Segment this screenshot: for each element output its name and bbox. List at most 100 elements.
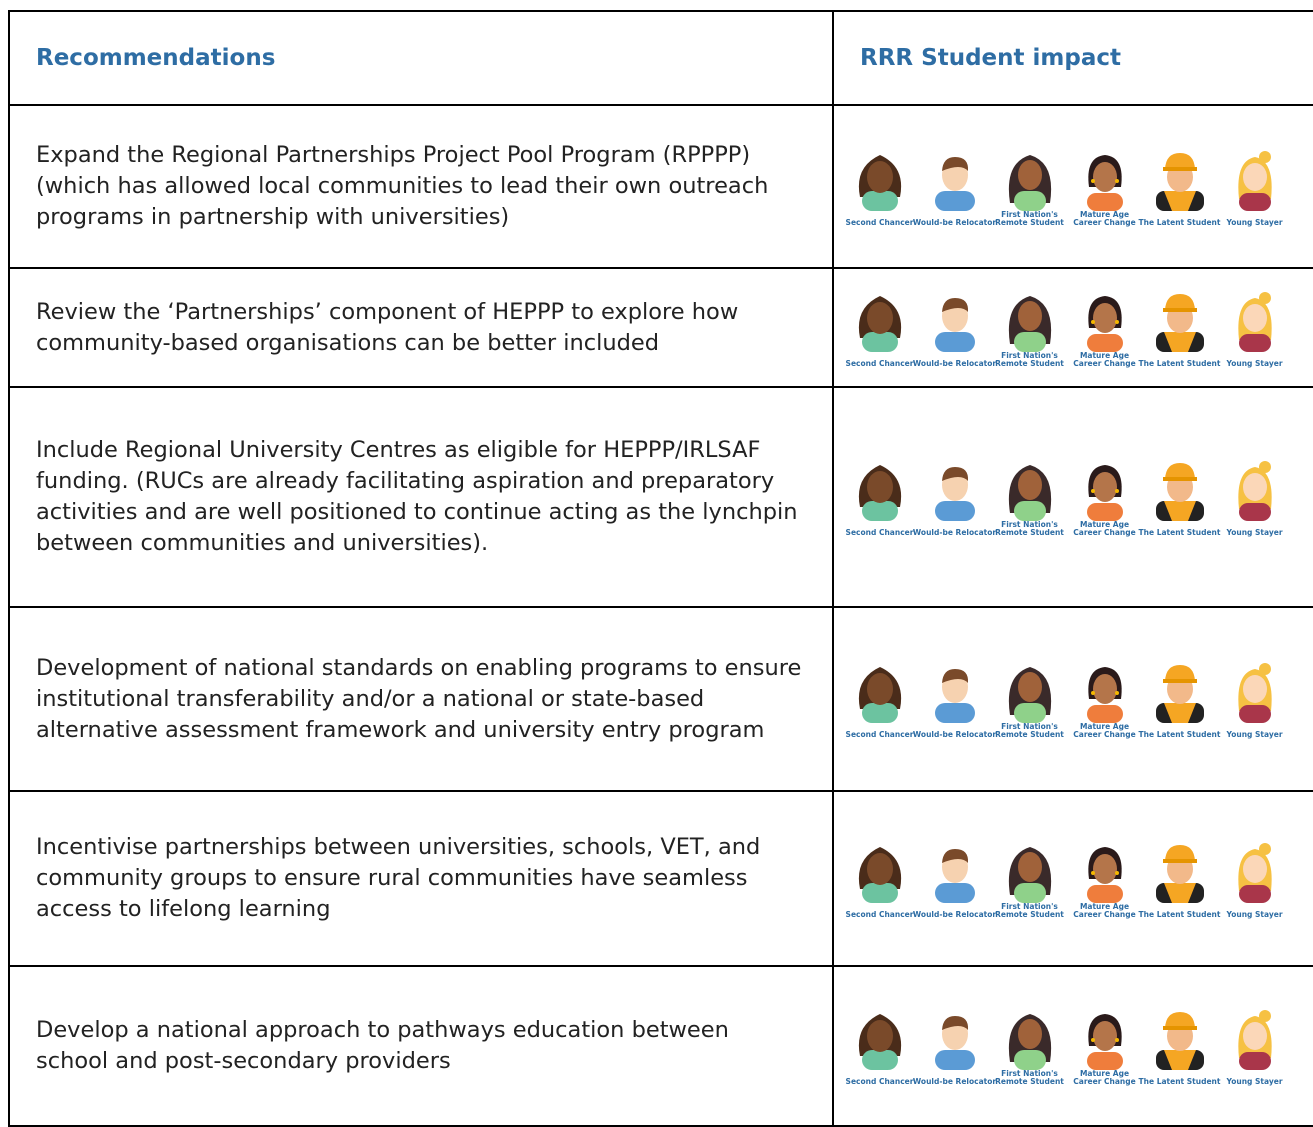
persona-figure — [1238, 292, 1271, 352]
persona: Young Stayer — [1217, 659, 1292, 739]
persona: Mature Age Career Change — [1067, 839, 1142, 919]
persona-label-line: Career Change — [1073, 730, 1136, 739]
persona-label: Mature Age Career Change — [1073, 902, 1135, 919]
persona-label-line: Would-be Relocator — [912, 217, 997, 227]
persona: Young Stayer — [1217, 1006, 1292, 1086]
persona: First Nation's Remote Student — [992, 839, 1067, 919]
persona-label: First Nation's Remote Student — [995, 901, 1064, 919]
persona-label: Mature Age Career Change — [1073, 723, 1135, 739]
impact-cell: Second Chancer Would-be Relocator First Na… — [832, 965, 1313, 1127]
persona-figure — [935, 467, 975, 521]
persona-label-line: Would-be Relocator — [912, 909, 997, 919]
persona-label: The Latent Student — [1139, 903, 1221, 919]
persona-figure — [1008, 847, 1050, 903]
persona: Mature Age Career Change — [1067, 288, 1142, 368]
persona-label: Would-be Relocator — [913, 1070, 996, 1086]
persona: Young Stayer — [1217, 457, 1292, 537]
persona-label: First Nation's Remote Student — [995, 1070, 1064, 1086]
recommendation: Include Regional University Centres as e… — [8, 386, 834, 608]
persona-icon — [848, 457, 912, 521]
persona: The Latent Student — [1139, 457, 1220, 537]
persona-icon — [1148, 1006, 1212, 1070]
impact-cell: Second Chancer Would-be Relocator First Na… — [832, 267, 1313, 388]
persona-icon — [923, 147, 987, 211]
row: Incentivise partnerships between univers… — [8, 790, 1313, 967]
persona-figure — [1008, 1014, 1050, 1070]
impact-cell: Second Chancer Would-be Relocator First Na… — [832, 386, 1313, 608]
persona-list: Second Chancer Would-be Relocator First Na… — [834, 839, 1313, 919]
persona-figure — [1238, 663, 1271, 723]
persona-icon — [998, 147, 1062, 211]
persona: Mature Age Career Change — [1067, 659, 1142, 739]
persona-figure — [858, 847, 900, 903]
persona-figure — [1156, 463, 1204, 521]
persona-label-line: Second Chancer — [845, 730, 914, 739]
persona-list: Second Chancer Would-be Relocator First Na… — [834, 147, 1313, 227]
persona-label-line: Second Chancer — [845, 909, 914, 919]
persona-figure — [1238, 1010, 1271, 1070]
header-cell: Recommendations — [8, 10, 834, 106]
persona-label-line: The Latent Student — [1138, 1077, 1221, 1086]
persona: The Latent Student — [1139, 147, 1220, 227]
header-row: Recommendations RRR Student impact — [8, 10, 1313, 106]
row: Development of national standards on ena… — [8, 606, 1313, 792]
persona-label-line: Mature Age — [1079, 722, 1130, 731]
persona-icon — [1148, 147, 1212, 211]
persona: The Latent Student — [1139, 288, 1220, 368]
persona-figure — [1238, 843, 1271, 903]
persona-figure — [1156, 1012, 1204, 1070]
persona-icon — [1073, 147, 1137, 211]
persona-figure — [1008, 465, 1050, 521]
persona-label-line: The Latent Student — [1138, 358, 1221, 368]
persona-label: Second Chancer — [846, 211, 914, 227]
persona-label: Mature Age Career Change — [1073, 1070, 1135, 1086]
persona-icon — [998, 1006, 1062, 1070]
persona-icon — [1223, 659, 1287, 723]
persona-figure — [1156, 294, 1204, 352]
persona: Would-be Relocator — [913, 288, 996, 368]
persona-label-line: Remote Student — [995, 217, 1064, 227]
persona-figure — [1008, 155, 1050, 211]
persona-label-line: First Nation's — [1001, 520, 1058, 529]
persona: Would-be Relocator — [913, 839, 996, 919]
persona: Young Stayer — [1217, 839, 1292, 919]
persona-label-line: Mature Age — [1079, 1069, 1130, 1078]
persona-figure — [858, 667, 900, 723]
persona-figure — [1008, 667, 1050, 723]
persona-icon — [848, 288, 912, 352]
persona: Young Stayer — [1217, 147, 1292, 227]
recommendation: Expand the Regional Partnerships Project… — [8, 104, 834, 269]
recommendation: Develop a national approach to pathways … — [8, 965, 834, 1127]
persona-label-line: Mature Age — [1079, 350, 1130, 360]
persona-icon — [848, 659, 912, 723]
persona-label: Second Chancer — [846, 352, 914, 368]
recommendation: Incentivise partnerships between univers… — [8, 790, 834, 967]
persona-label: Young Stayer — [1226, 352, 1282, 368]
persona: First Nation's Remote Student — [992, 1006, 1067, 1086]
persona-icon — [1223, 288, 1287, 352]
row: Include Regional University Centres as e… — [8, 386, 1313, 608]
impact-cell: Second Chancer Would-be Relocator First Na… — [832, 104, 1313, 269]
persona-icon — [1223, 147, 1287, 211]
persona-label-line: Remote Student — [995, 1077, 1064, 1086]
persona-icon — [923, 288, 987, 352]
persona-figure — [1087, 465, 1123, 521]
persona-label-line: First Nation's — [1001, 901, 1058, 911]
persona-label-line: Career Change — [1073, 217, 1136, 227]
persona: Would-be Relocator — [913, 1006, 996, 1086]
persona-figure — [1156, 845, 1204, 903]
recommendation: Review the ‘Partnerships’ component of H… — [8, 267, 834, 388]
persona-label: Would-be Relocator — [913, 352, 996, 368]
persona-label-line: First Nation's — [1001, 722, 1058, 731]
persona: Mature Age Career Change — [1067, 147, 1142, 227]
persona: Second Chancer — [842, 659, 917, 739]
persona-icon — [1223, 457, 1287, 521]
persona: Would-be Relocator — [913, 659, 996, 739]
persona: The Latent Student — [1139, 659, 1220, 739]
persona-icon — [1223, 839, 1287, 903]
persona-label: First Nation's Remote Student — [995, 521, 1064, 537]
persona-icon — [848, 147, 912, 211]
row: Expand the Regional Partnerships Project… — [8, 104, 1313, 269]
persona-label: Would-be Relocator — [913, 211, 996, 227]
